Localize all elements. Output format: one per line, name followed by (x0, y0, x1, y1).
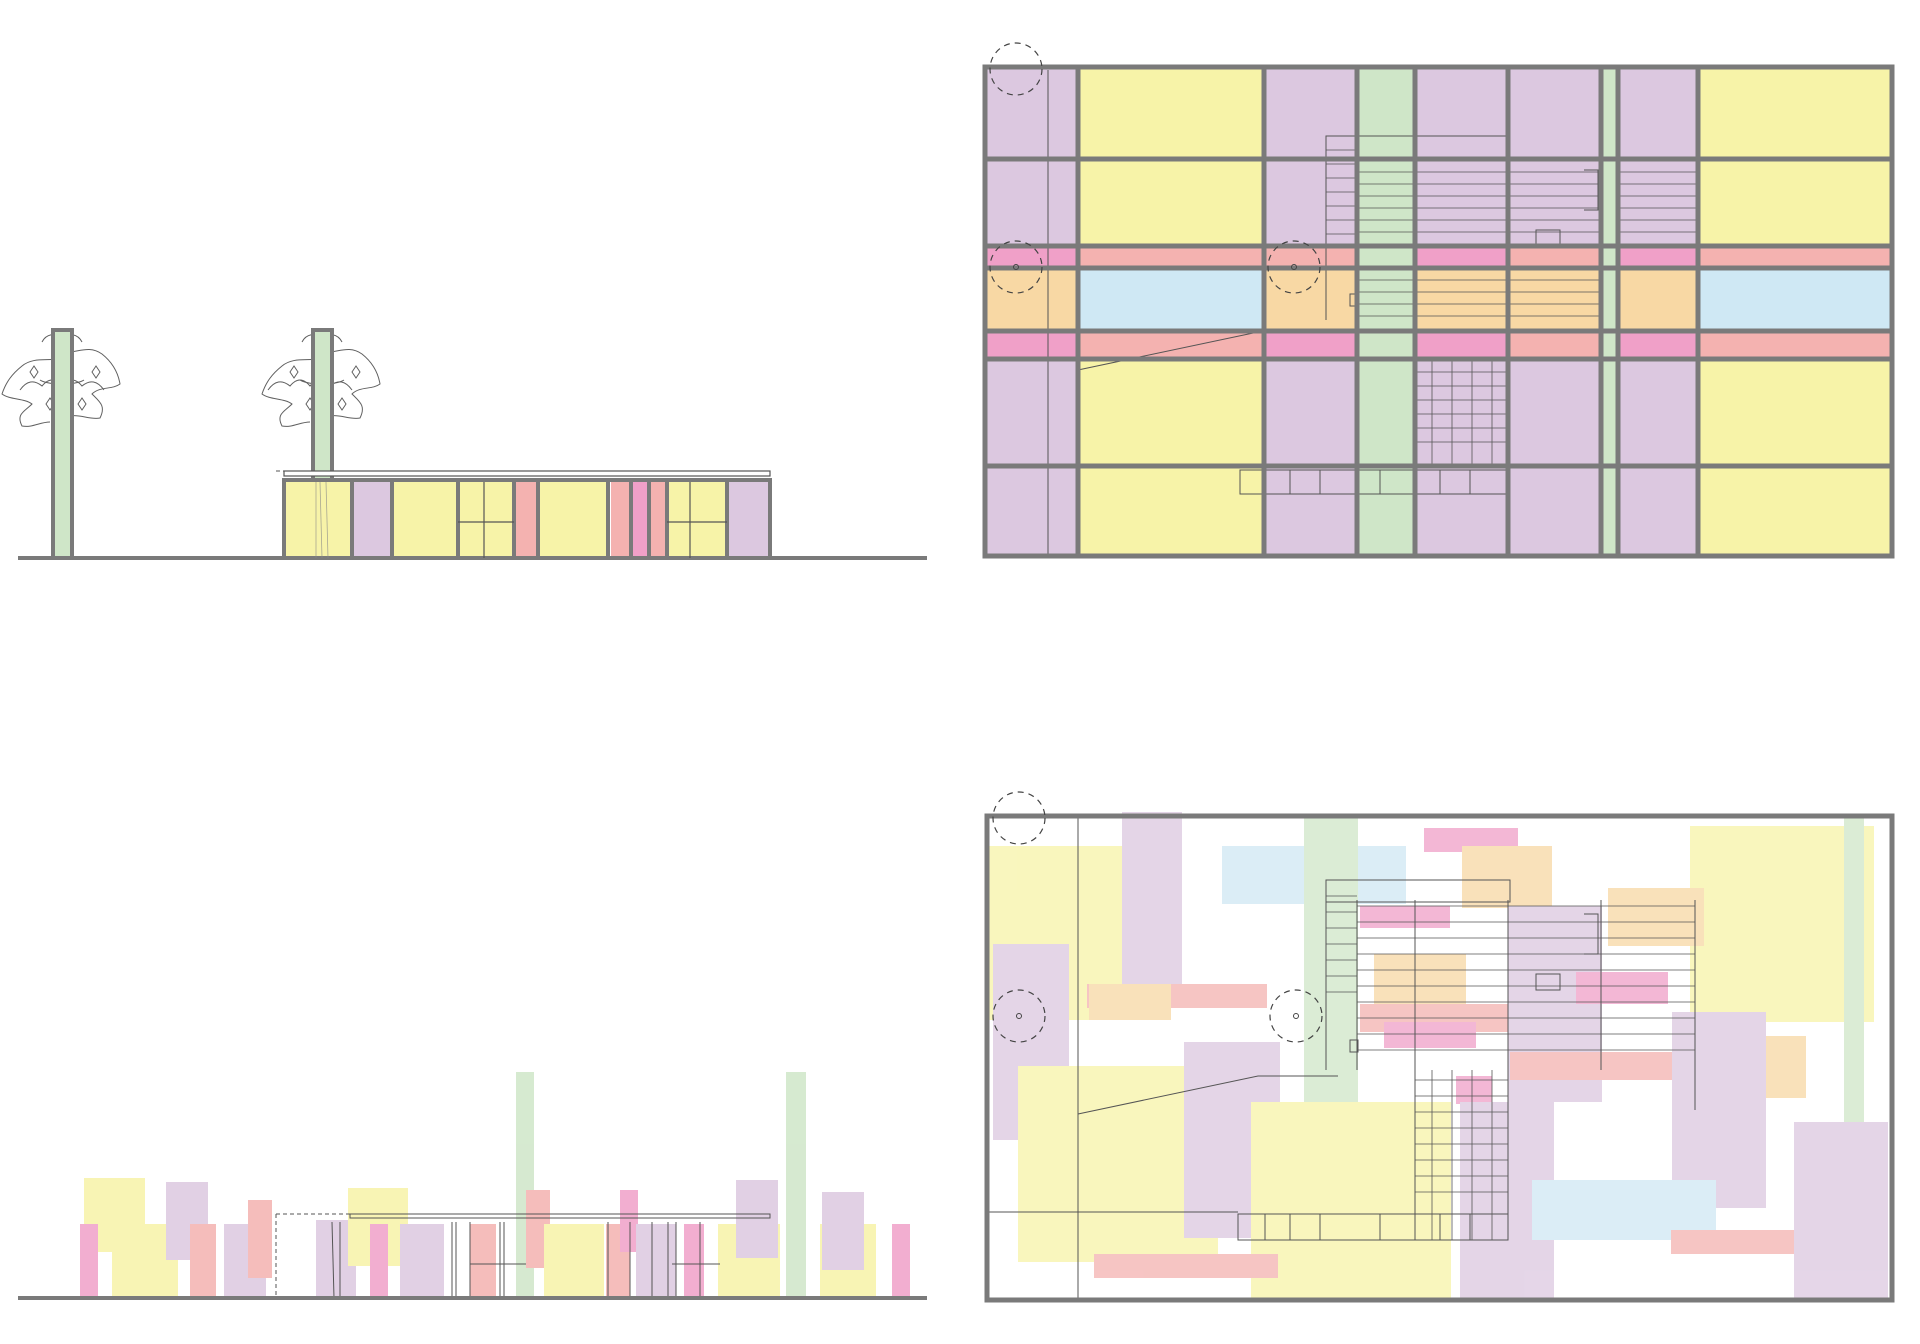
elevation-scattered-panel (18, 1072, 927, 1300)
plan-outline-frame (984, 813, 1895, 1303)
facade-panel (611, 482, 629, 558)
building-elevation (276, 470, 772, 560)
plan-grid-fills (985, 67, 1892, 556)
scattered-color-blocks (988, 812, 1888, 1298)
elevation-gridded-panel (1, 328, 927, 560)
facade-panel (651, 482, 667, 558)
building-outline (275, 1213, 771, 1299)
facade-panel (284, 482, 352, 558)
facade-panel (516, 482, 537, 558)
facade-panel (392, 482, 458, 558)
tree-marker (989, 42, 1321, 294)
facade-panel (729, 482, 769, 558)
tree-left (1, 328, 121, 560)
facade-panel (667, 482, 725, 558)
scattered-color-blocks (80, 1072, 910, 1298)
facade-panel (633, 482, 647, 558)
plan-grid-lines (982, 64, 1895, 559)
floor-plan-linework (988, 818, 1696, 1298)
facade-panel (540, 482, 608, 558)
tree-trunk-column (51, 328, 74, 560)
facade-panel (352, 482, 392, 558)
facade-panel (458, 482, 514, 558)
plan-scattered-panel (984, 791, 1895, 1303)
tree-marker (992, 791, 1323, 1043)
plan-gridded-panel (982, 42, 1895, 559)
